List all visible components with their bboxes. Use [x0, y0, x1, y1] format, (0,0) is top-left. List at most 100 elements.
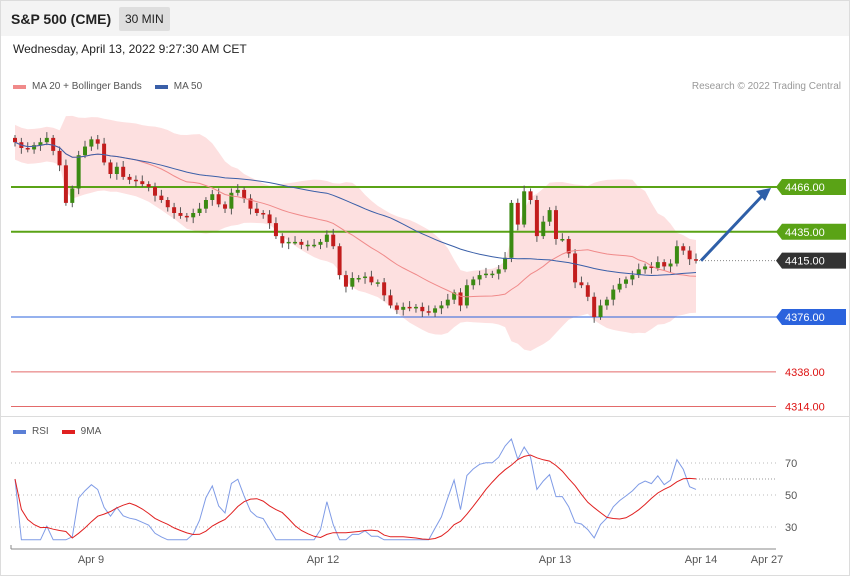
x-tick-label: Apr 14	[685, 554, 717, 566]
candle-body	[172, 207, 177, 213]
candle-body	[254, 208, 259, 213]
candle-body	[636, 269, 641, 276]
timestamp: Wednesday, April 13, 2022 9:27:30 AM CET	[13, 42, 247, 56]
x-tick-label: Apr 12	[307, 554, 339, 566]
x-tick-label: Apr 27	[751, 554, 783, 566]
candle-body	[146, 184, 151, 187]
candle-body	[121, 166, 126, 177]
candle-body	[343, 275, 348, 287]
candle-body	[25, 148, 30, 150]
candle-body	[203, 200, 208, 209]
candle-body	[643, 266, 648, 270]
level-label-4466.00: 4466.00	[785, 182, 825, 194]
candle-body	[235, 189, 240, 193]
candle-body	[662, 262, 667, 267]
candle-body	[318, 241, 323, 245]
candle-body	[541, 221, 546, 237]
candle-body	[433, 308, 438, 313]
level-label-4415.00: 4415.00	[785, 256, 825, 268]
candle-body	[515, 202, 520, 225]
ma50-swatch	[154, 84, 168, 89]
candle-body	[363, 276, 368, 279]
candle-body	[445, 299, 450, 306]
level-tag-4466.00	[776, 179, 846, 195]
level-tag-4415.00	[776, 252, 846, 269]
candle-body	[681, 246, 686, 251]
x-tick-label: Apr 9	[78, 554, 104, 566]
projection-arrowhead	[756, 188, 771, 201]
legend-ma50-label: MA 50	[173, 81, 203, 92]
candle-body	[312, 244, 317, 247]
rsi-ma9-line	[14, 454, 697, 540]
candle-body	[356, 278, 361, 280]
copyright-note: Research © 2022 Trading Central	[691, 81, 841, 92]
candle-body	[133, 179, 138, 182]
candle-body	[337, 246, 342, 276]
candle-body	[604, 299, 609, 306]
candle-body	[140, 181, 145, 185]
candle-body	[299, 241, 304, 245]
candle-body	[102, 143, 107, 163]
candle-body	[694, 259, 698, 261]
candle-body	[573, 253, 578, 283]
legend-rsi-label: RSI	[32, 426, 49, 437]
candle-body	[534, 200, 539, 237]
candle-body	[95, 139, 100, 144]
interval-badge[interactable]: 30 MIN	[119, 7, 170, 31]
candle-body	[503, 257, 508, 270]
candle-body	[242, 189, 247, 199]
candle-body	[617, 283, 622, 290]
rsi-tick-label: 50	[785, 490, 797, 502]
candle-body	[522, 191, 527, 225]
candle-body	[401, 306, 406, 310]
instrument-title: S&P 500 (CME)	[11, 11, 112, 27]
level-tag-4376.00	[776, 309, 846, 325]
candle-body	[649, 266, 654, 268]
level-label-4376.00: 4376.00	[785, 312, 825, 324]
candle-body	[413, 306, 418, 309]
candle-body	[388, 295, 393, 306]
rsi-legend: RSI 9MA	[13, 426, 101, 437]
candle-body	[51, 137, 56, 151]
panel-divider	[1, 416, 849, 417]
candle-body	[197, 208, 202, 213]
candle-body	[439, 305, 444, 309]
candle-body	[655, 262, 660, 268]
candle-body	[286, 241, 291, 244]
candle-body	[464, 285, 469, 306]
candle-body	[229, 192, 234, 209]
candle-body	[579, 282, 584, 286]
candle-body	[13, 137, 17, 143]
candle-body	[585, 285, 590, 297]
candle-body	[483, 273, 488, 276]
ma50-line	[14, 141, 697, 277]
candle-body	[623, 279, 628, 284]
candle-body	[592, 296, 597, 317]
candle-body	[471, 279, 476, 286]
candle-body	[528, 191, 533, 200]
candle-body	[273, 223, 278, 237]
candle-body	[598, 305, 603, 317]
candle-body	[216, 194, 221, 205]
candle-body	[630, 275, 635, 280]
candle-body	[108, 162, 113, 174]
candle-body	[452, 292, 457, 300]
candle-body	[83, 146, 88, 156]
candle-body	[547, 210, 552, 222]
candle-body	[668, 263, 673, 267]
level-tag-4435.00	[776, 223, 846, 240]
candle-body	[44, 137, 49, 143]
candle-body	[165, 200, 170, 208]
candle-body	[560, 239, 565, 241]
candle-body	[184, 215, 189, 218]
ma9-swatch	[61, 429, 75, 434]
candle-body	[114, 166, 119, 174]
candle-body	[127, 176, 132, 180]
candle-body	[509, 202, 514, 258]
level-label-4338.00: 4338.00	[785, 367, 825, 379]
candle-body	[382, 282, 387, 296]
candle-body	[89, 139, 94, 147]
projection-arrow	[699, 193, 765, 262]
candle-body	[350, 278, 355, 287]
